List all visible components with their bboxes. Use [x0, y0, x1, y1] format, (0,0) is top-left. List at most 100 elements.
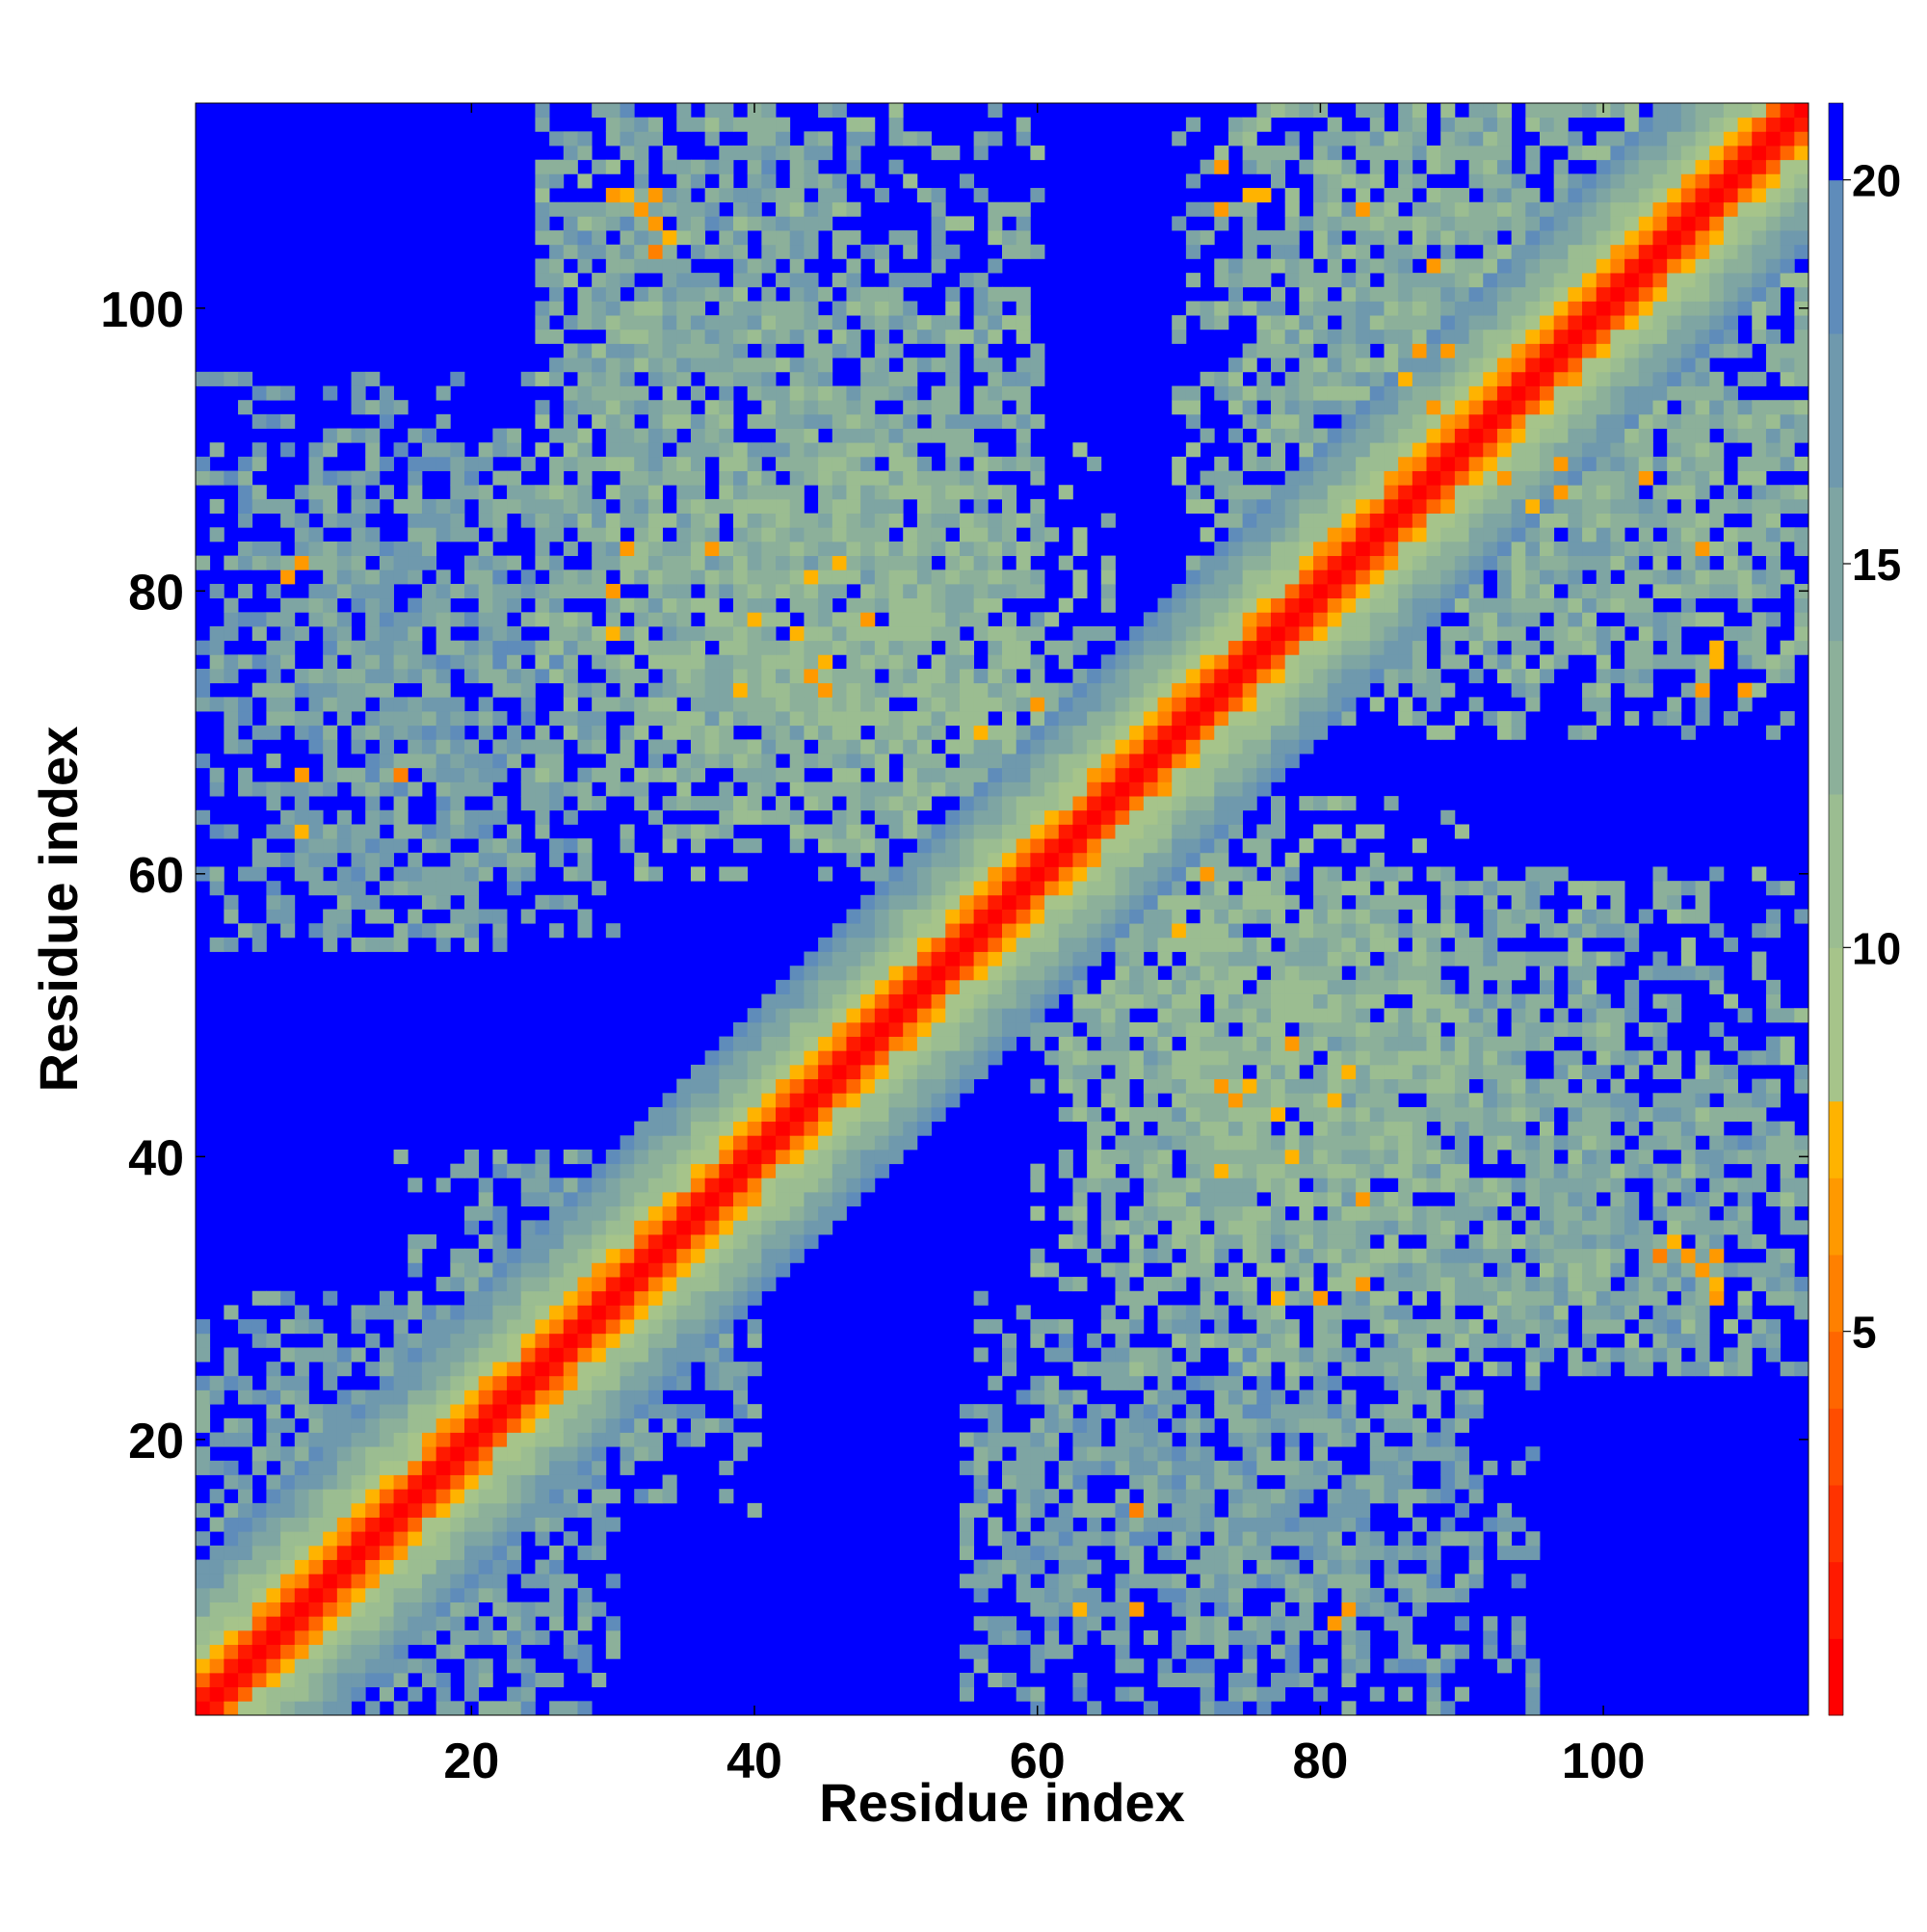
heatmap-cell: [973, 569, 989, 585]
heatmap-cell: [818, 993, 833, 1009]
heatmap-cell: [1284, 201, 1300, 217]
heatmap-cell: [1185, 1417, 1201, 1433]
heatmap-cell: [776, 697, 791, 712]
heatmap-cell: [1271, 809, 1286, 825]
heatmap-cell: [196, 1531, 211, 1547]
heatmap-cell: [393, 498, 409, 514]
heatmap-cell: [1030, 413, 1045, 429]
heatmap-cell: [634, 1446, 649, 1462]
heatmap-cell: [605, 527, 620, 543]
heatmap-cell: [1200, 909, 1215, 924]
heatmap-cell: [209, 824, 224, 839]
heatmap-cell: [1087, 1135, 1102, 1151]
heatmap-cell: [704, 1248, 720, 1263]
heatmap-cell: [308, 809, 324, 825]
heatmap-cell: [266, 1417, 281, 1433]
heatmap-cell: [1200, 1545, 1215, 1560]
heatmap-cell: [1072, 569, 1088, 585]
heatmap-cell: [535, 513, 550, 528]
heatmap-cell: [1100, 894, 1116, 910]
heatmap-cell: [1299, 1389, 1314, 1405]
heatmap-cell: [903, 612, 918, 627]
heatmap-cell: [1299, 909, 1314, 924]
heatmap-cell: [1016, 923, 1031, 939]
heatmap-cell: [1299, 697, 1314, 712]
heatmap-cell: [520, 1460, 536, 1475]
heatmap-cell: [450, 697, 465, 712]
heatmap-cell: [1100, 711, 1116, 727]
heatmap-cell: [1185, 682, 1201, 698]
heatmap-cell: [492, 767, 508, 782]
heatmap-cell: [336, 1389, 352, 1405]
heatmap-cell: [1299, 1248, 1314, 1263]
heatmap-cell: [959, 1064, 975, 1080]
heatmap-cell: [520, 1192, 536, 1207]
heatmap-cell: [535, 1347, 550, 1363]
heatmap-cell: [408, 1531, 423, 1547]
heatmap-cell: [761, 555, 777, 570]
heatmap-cell: [973, 357, 989, 373]
heatmap-cell: [719, 343, 734, 358]
heatmap-cell: [323, 385, 338, 401]
heatmap-cell: [662, 796, 677, 811]
heatmap-cell: [1214, 1192, 1229, 1207]
heatmap-cell: [196, 1333, 211, 1348]
heatmap-cell: [464, 1362, 480, 1377]
heatmap-cell: [408, 1290, 423, 1306]
heatmap-cell: [1284, 1404, 1300, 1419]
heatmap-cell: [1313, 1375, 1329, 1390]
heatmap-cell: [436, 1489, 451, 1504]
heatmap-cell: [959, 470, 975, 486]
heatmap-cell: [577, 1644, 593, 1659]
heatmap-cell: [464, 767, 480, 782]
heatmap-cell: [1227, 400, 1244, 415]
heatmap-cell: [973, 1050, 989, 1066]
heatmap-cell: [563, 1333, 578, 1348]
heatmap-cell: [1242, 1121, 1257, 1136]
heatmap-cell: [492, 1460, 508, 1475]
heatmap-cell: [1200, 569, 1215, 585]
heatmap-cell: [393, 669, 409, 684]
heatmap-cell: [1313, 1178, 1329, 1193]
heatmap-cell: [776, 1178, 791, 1193]
heatmap-cell: [492, 1502, 508, 1518]
heatmap-cell: [620, 838, 635, 854]
heatmap-cell: [336, 1686, 352, 1702]
heatmap-cell: [1214, 1149, 1229, 1165]
heatmap-cell: [647, 1149, 663, 1165]
heatmap-cell: [308, 470, 324, 486]
heatmap-cell: [846, 117, 861, 132]
heatmap-cell: [1172, 1319, 1187, 1335]
heatmap-cell: [1271, 258, 1286, 274]
heatmap-cell: [549, 1220, 565, 1235]
heatmap-cell: [478, 1262, 493, 1278]
heatmap-cell: [846, 301, 861, 316]
heatmap-cell: [916, 597, 932, 613]
heatmap-cell: [549, 527, 565, 543]
heatmap-cell: [535, 188, 550, 203]
heatmap-cell: [1227, 131, 1244, 146]
heatmap-cell: [1087, 1178, 1102, 1193]
heatmap-cell: [690, 315, 706, 331]
heatmap-cell: [1143, 838, 1158, 854]
heatmap-cell: [804, 993, 819, 1009]
heatmap-cell: [1143, 1531, 1158, 1547]
heatmap-cell: [238, 1489, 253, 1504]
heatmap-cell: [266, 1601, 281, 1617]
heatmap-cell: [1214, 1036, 1229, 1051]
heatmap-cell: [323, 1601, 338, 1617]
heatmap-cell: [676, 754, 692, 769]
heatmap-cell: [789, 625, 805, 642]
heatmap-cell: [1214, 1644, 1229, 1659]
heatmap-cell: [336, 625, 352, 642]
heatmap-cell: [931, 923, 946, 939]
heatmap-cell: [1016, 329, 1031, 344]
heatmap-cell: [1256, 343, 1272, 358]
heatmap-cell: [804, 1234, 819, 1250]
heatmap-cell: [1242, 1460, 1257, 1475]
heatmap-cell: [1058, 1319, 1073, 1335]
heatmap-cell: [733, 357, 749, 373]
heatmap-cell: [620, 541, 635, 557]
heatmap-cell: [1284, 1489, 1300, 1504]
heatmap-cell: [1185, 979, 1201, 994]
